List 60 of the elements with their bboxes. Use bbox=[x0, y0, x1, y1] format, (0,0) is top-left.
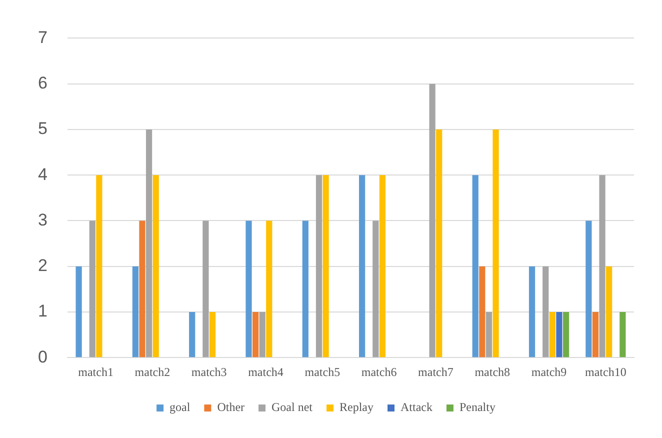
bar bbox=[379, 175, 386, 358]
bar bbox=[586, 220, 592, 358]
bar bbox=[139, 220, 146, 358]
y-tick-label: 2 bbox=[38, 256, 48, 276]
bar bbox=[246, 220, 252, 358]
legend-label: Attack bbox=[400, 400, 432, 414]
y-tick-label: 7 bbox=[38, 28, 48, 47]
legend-label: Penalty bbox=[459, 400, 496, 414]
bar bbox=[436, 129, 442, 358]
bar bbox=[266, 220, 272, 358]
bar bbox=[492, 129, 499, 358]
bar bbox=[592, 312, 599, 358]
bar bbox=[202, 220, 209, 358]
bar bbox=[472, 175, 478, 358]
bar bbox=[562, 312, 570, 358]
x-tick-label: match9 bbox=[531, 364, 567, 379]
y-tick-label: 4 bbox=[38, 164, 48, 184]
x-tick-label: match5 bbox=[304, 364, 340, 379]
bar bbox=[96, 175, 102, 358]
bar bbox=[209, 312, 216, 358]
bar bbox=[302, 220, 308, 358]
bar bbox=[152, 175, 159, 358]
y-tick-label: 5 bbox=[38, 119, 48, 138]
x-tick-label: match6 bbox=[361, 364, 397, 379]
bar bbox=[259, 312, 266, 358]
bar bbox=[528, 266, 536, 358]
bar bbox=[89, 220, 96, 358]
bar bbox=[76, 266, 82, 358]
x-tick-label: match3 bbox=[191, 364, 227, 379]
bar bbox=[620, 312, 626, 358]
bar bbox=[252, 312, 259, 358]
bar bbox=[599, 175, 606, 358]
bar bbox=[549, 312, 556, 358]
legend-label: Replay bbox=[340, 400, 374, 414]
y-tick-label: 0 bbox=[38, 347, 48, 366]
x-tick-label: match7 bbox=[418, 364, 454, 379]
bar bbox=[322, 175, 329, 358]
bar bbox=[146, 129, 152, 358]
x-tick-label: match2 bbox=[134, 364, 170, 379]
bar bbox=[316, 175, 322, 358]
legend-label: Goal net bbox=[272, 400, 314, 414]
bar bbox=[372, 220, 379, 358]
bar bbox=[479, 266, 486, 358]
y-tick-label: 3 bbox=[38, 210, 48, 230]
x-tick-label: match4 bbox=[248, 364, 284, 379]
x-tick-label: match10 bbox=[585, 364, 626, 379]
bar bbox=[606, 266, 612, 358]
bar bbox=[556, 312, 562, 358]
x-tick-label: match1 bbox=[78, 364, 114, 379]
bar bbox=[189, 312, 196, 358]
y-tick-label: 6 bbox=[38, 74, 48, 93]
legend-label: goal bbox=[170, 400, 191, 414]
bar bbox=[132, 266, 138, 358]
bar bbox=[486, 312, 492, 358]
bar bbox=[429, 84, 436, 358]
legend-label: Other bbox=[217, 400, 245, 414]
y-tick-label: 1 bbox=[38, 302, 48, 321]
bar bbox=[359, 175, 366, 358]
x-tick-label: match8 bbox=[474, 364, 510, 379]
bar bbox=[542, 266, 549, 358]
